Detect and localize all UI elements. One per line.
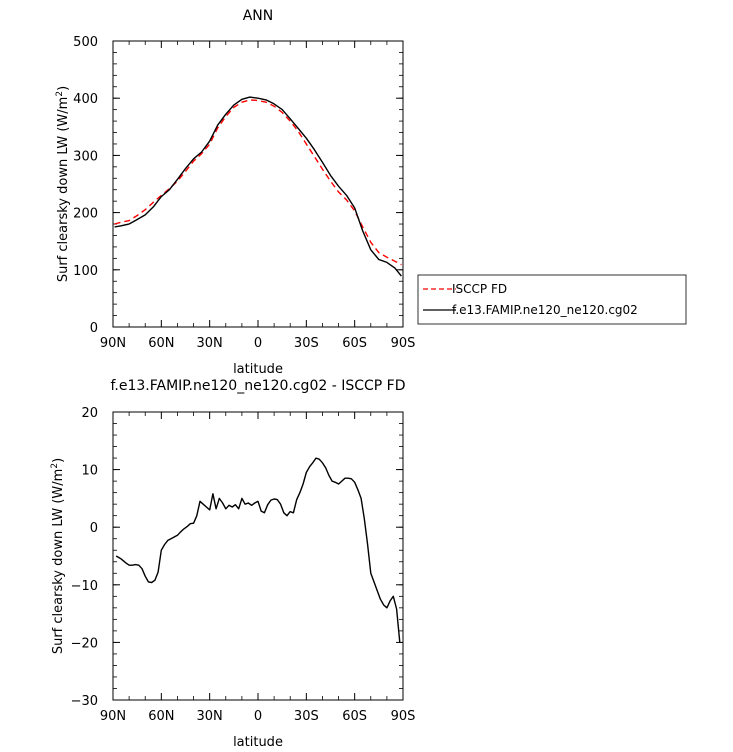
bottom-y-tick-label: −10 [71,579,98,594]
top-y-tick-label: 400 [73,92,98,107]
bottom-title: f.e13.FAMIP.ne120_ne120.cg02 - ISCCP FD [110,378,405,394]
bottom-series-line-difference [115,457,401,643]
bottom-y-tick-label: −20 [71,636,98,651]
top-x-tick-label: 60N [148,336,174,351]
top-x-tick-label: 60S [342,336,367,351]
bottom-x-tick-label: 60N [148,709,174,724]
bottom-y-tick-label: 0 [90,521,98,536]
bottom-y-tick-label: 10 [81,464,98,479]
top-title: ANN [243,8,274,24]
top-x-tick-label: 30S [294,336,319,351]
top-y-tick-label: 200 [73,207,98,222]
top-ticks [112,40,404,328]
bottom-y-axis-label: Surf clearsky down LW (W/m2) [50,458,66,654]
bottom-panel: f.e13.FAMIP.ne120_ne120.cg02 - ISCCP FD … [50,378,415,750]
legend-label-model: f.e13.FAMIP.ne120_ne120.cg02 [452,303,638,317]
bottom-x-tick-labels: 90N 60N 30N 0 30S 60S 90S [100,709,416,724]
top-plot-area [114,96,402,277]
top-x-tick-label: 90S [391,336,416,351]
bottom-x-tick-label: 90S [391,709,416,724]
bottom-ticks [112,411,404,701]
bottom-y-tick-label: 20 [81,406,98,421]
top-plot-frame [112,40,404,328]
top-x-tick-label: 0 [254,336,262,351]
top-series-line-model [114,96,402,277]
top-y-tick-label: 500 [73,35,98,50]
bottom-x-tick-label: 30N [197,709,223,724]
bottom-y-tick-labels: −30 −20 −10 0 10 20 [71,406,98,709]
legend: ISCCP FD f.e13.FAMIP.ne120_ne120.cg02 [417,274,687,325]
bottom-plot-frame [112,411,404,701]
top-y-tick-label: 0 [90,321,98,336]
top-y-tick-labels: 0 100 200 300 400 500 [73,35,98,336]
bottom-y-tick-label: −30 [71,694,98,709]
top-series-line-isccp [114,99,402,266]
top-x-tick-label: 90N [100,336,126,351]
bottom-x-tick-label: 90N [100,709,126,724]
bottom-x-tick-label: 0 [254,709,262,724]
bottom-x-tick-label: 30S [294,709,319,724]
legend-label-isccp: ISCCP FD [452,282,507,296]
top-x-tick-labels: 90N 60N 30N 0 30S 60S 90S [100,336,416,351]
top-y-tick-label: 300 [73,149,98,164]
bottom-x-axis-label: latitude [233,735,283,750]
top-x-axis-label: latitude [233,362,283,377]
bottom-plot-area [115,457,401,643]
bottom-x-tick-label: 60S [342,709,367,724]
top-y-axis-label: Surf clearsky down LW (W/m2) [55,86,71,282]
top-x-tick-label: 30N [197,336,223,351]
top-y-tick-label: 100 [73,264,98,279]
top-panel: ANN 90N 60N 30N 0 30S 60S 90S 0 100 200 300 400 500… [55,8,687,377]
legend-box [417,274,687,325]
